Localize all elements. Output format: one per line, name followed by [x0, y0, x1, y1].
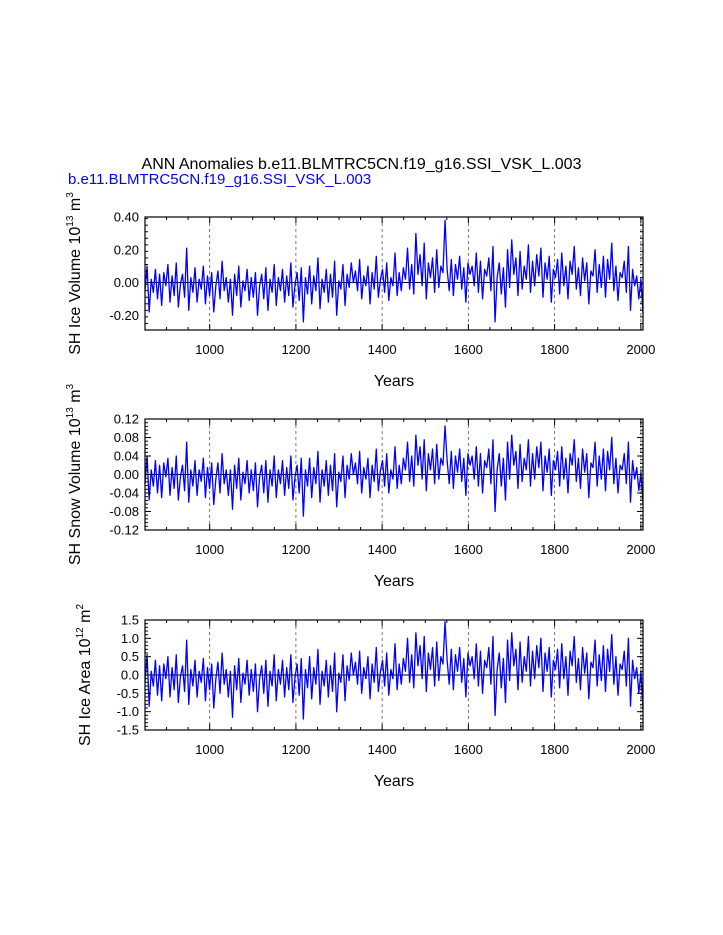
- y-tick-label: 0.5: [121, 649, 139, 664]
- x-tick-label: 1400: [368, 342, 397, 357]
- x-tick-label: 1200: [281, 342, 310, 357]
- x-tick-label: 1800: [540, 542, 569, 557]
- series-line-1: [144, 621, 644, 720]
- y-tick-label: -0.04: [109, 486, 139, 501]
- y-tick-label: -0.12: [109, 523, 139, 538]
- x-tick-label: 2000: [626, 742, 655, 757]
- y-tick-label: 0.0: [121, 668, 139, 683]
- page-subtitle: b.e11.BLMTRC5CN.f19_g16.SSI_VSK_L.003: [68, 171, 372, 188]
- x-tick-label: 1800: [540, 742, 569, 757]
- y-axis-label-unit-exponent: 3: [65, 383, 76, 389]
- y-tick-label: 0.00: [114, 467, 139, 482]
- x-axis-label: Years: [374, 773, 414, 790]
- y-tick-label: 0.00: [114, 275, 139, 290]
- y-tick-label: -0.08: [109, 504, 139, 519]
- y-axis-label-unit: m: [67, 198, 84, 216]
- y-axis-label-unit: m: [67, 389, 84, 407]
- y-axis-label-exponent: 13: [65, 407, 76, 419]
- y-tick-label: 0.04: [114, 449, 139, 464]
- y-tick-label: -1.5: [117, 723, 139, 738]
- plot-frame: [144, 216, 644, 331]
- y-axis-label: SH Ice Area 1012 m2: [75, 604, 94, 747]
- x-tick-label: 1400: [368, 542, 397, 557]
- x-tick-label: 2000: [626, 542, 655, 557]
- y-axis-label: SH Ice Volume 1013 m3: [65, 192, 84, 355]
- y-axis-label-main: SH Ice Area 10: [77, 638, 94, 746]
- y-tick-label: 0.12: [114, 412, 139, 427]
- y-axis-label: SH Snow Volume 1013 m3: [65, 383, 84, 565]
- y-tick-label: 1.0: [121, 631, 139, 646]
- x-tick-label: 1000: [195, 342, 224, 357]
- y-axis-label-unit: m: [77, 610, 94, 628]
- chart-panel-3: 1000 1200 1400 1600 1800 2000 -1.5 -1.0 -0.5 0.0 0…: [75, 604, 655, 790]
- y-axis-label-exponent: 12: [75, 627, 86, 639]
- x-tick-label: 1600: [454, 542, 483, 557]
- y-tick-label: 0.08: [114, 430, 139, 445]
- x-tick-label: 1600: [454, 342, 483, 357]
- chart-panel-1: 1000 1200 1400 1600 1800 2000 -0.20 0.00 0.20 0.4…: [65, 192, 655, 390]
- x-tick-label: 1600: [454, 742, 483, 757]
- x-tick-label: 1800: [540, 342, 569, 357]
- x-tick-label: 1000: [195, 742, 224, 757]
- x-tick-label: 1400: [368, 742, 397, 757]
- y-axis-label-unit-exponent: 3: [65, 192, 76, 198]
- x-axis-label: Years: [374, 373, 414, 390]
- y-tick-label: 0.20: [114, 242, 139, 257]
- series-line-1: [144, 219, 644, 323]
- y-axis-label-exponent: 13: [65, 215, 76, 227]
- series-line-1: [144, 425, 644, 517]
- x-tick-label: 1200: [281, 542, 310, 557]
- y-axis-label-main: SH Ice Volume 10: [67, 227, 84, 355]
- y-tick-label: -0.20: [109, 308, 139, 323]
- y-tick-label: -1.0: [117, 704, 139, 719]
- y-tick-label: 0.40: [114, 210, 139, 225]
- y-axis-label-main: SH Snow Volume 10: [67, 418, 84, 565]
- page-title: ANN Anomalies b.e11.BLMTRC5CN.f19_g16.SS…: [141, 156, 582, 173]
- y-tick-label: 1.5: [121, 613, 139, 628]
- x-tick-label: 1000: [195, 542, 224, 557]
- y-axis-label-unit-exponent: 2: [75, 604, 86, 610]
- chart-panel-2: 1000 1200 1400 1600 1800 2000 -0.12 -0.08 -0.04 0…: [65, 383, 655, 590]
- y-tick-label: -0.5: [117, 686, 139, 701]
- x-axis-label: Years: [374, 573, 414, 590]
- x-tick-label: 1200: [281, 742, 310, 757]
- x-tick-label: 2000: [626, 342, 655, 357]
